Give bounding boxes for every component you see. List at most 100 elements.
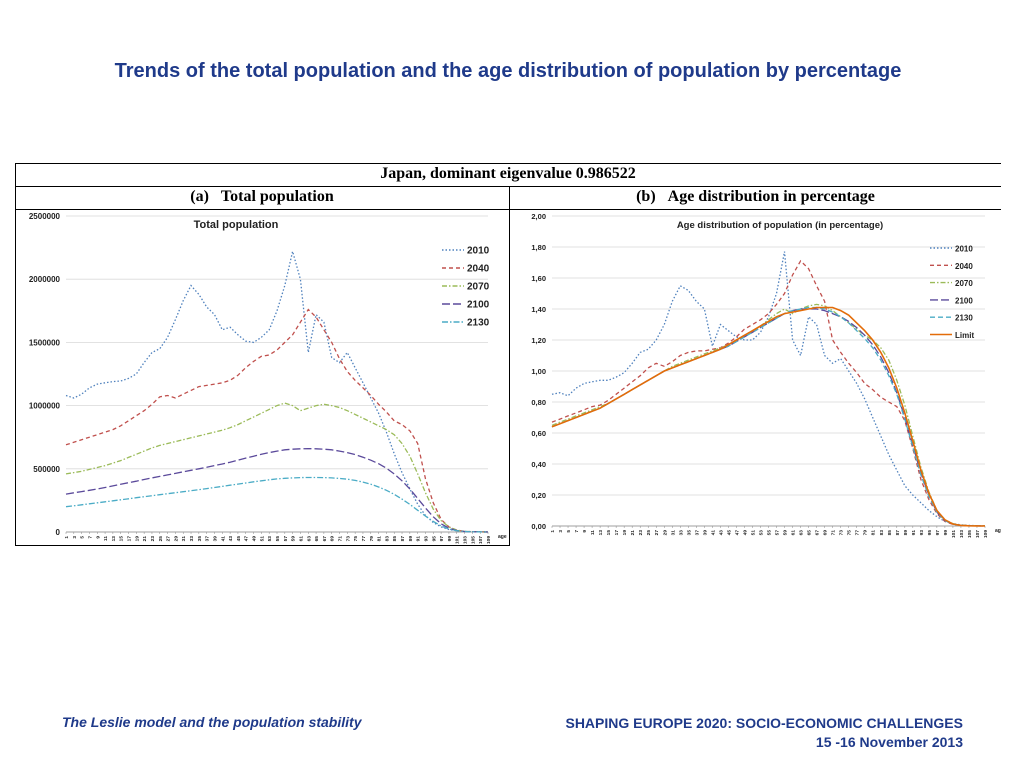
footer-conference: SHAPING EUROPE 2020: SOCIO-ECONOMIC CHAL… xyxy=(565,715,963,731)
x-tick-label: 15 xyxy=(119,536,125,542)
age-distribution-chart: 0,00 0,20 0,40 0,60 0,80 1,00 1,20 1,40 1,60 1,80… xyxy=(531,212,1003,538)
x-tick-label: 43 xyxy=(228,536,234,542)
x-tick-label: 71 xyxy=(338,536,344,542)
legend-label: 2100 xyxy=(467,300,490,311)
x-tick-label: 89 xyxy=(408,536,414,542)
x-tick-label: 69 xyxy=(823,530,829,536)
series-line-2010 xyxy=(551,251,986,527)
x-tick-label: 31 xyxy=(181,536,187,542)
y-tick-label: 1500000 xyxy=(29,338,61,347)
legend-label: 2130 xyxy=(955,314,973,323)
x-tick-label: 17 xyxy=(614,530,620,536)
x-tick-label: 7 xyxy=(574,530,580,533)
x-tick-label: 107 xyxy=(478,536,484,544)
x-tick-label: 103 xyxy=(463,536,469,544)
x-tick-label: 73 xyxy=(345,536,351,542)
x-tick-label: 65 xyxy=(807,530,813,536)
footer-date: 15 -16 November 2013 xyxy=(815,734,963,750)
series-line-2070 xyxy=(551,303,986,527)
y-tick-label: 0,40 xyxy=(531,460,546,469)
chart-title: Total population xyxy=(194,219,279,231)
x-tick-label: 29 xyxy=(662,530,668,536)
x-tick-label: 75 xyxy=(353,536,359,542)
x-axis-label: age xyxy=(498,534,507,540)
y-tick-label: 1,00 xyxy=(531,367,546,376)
y-tick-label: 1,80 xyxy=(531,243,546,252)
x-tick-label: 109 xyxy=(983,530,989,538)
x-tick-label: 21 xyxy=(630,530,636,536)
x-tick-label: 41 xyxy=(710,530,716,536)
x-tick-label: 27 xyxy=(654,530,660,536)
x-tick-label: 97 xyxy=(439,536,445,542)
x-tick-label: 47 xyxy=(734,530,740,536)
y-tick-label: 0,20 xyxy=(531,491,546,500)
x-tick-label: 15 xyxy=(606,530,612,536)
x-tick-label: 101 xyxy=(455,536,461,544)
x-tick-label: 63 xyxy=(306,536,312,542)
table-bottom-rule xyxy=(15,545,510,546)
x-tick-label: 87 xyxy=(400,536,406,542)
x-tick-label: 47 xyxy=(244,536,250,542)
x-tick-label: 49 xyxy=(252,536,258,542)
x-tick-label: 35 xyxy=(197,536,203,542)
x-tick-label: 11 xyxy=(103,536,109,541)
series-line-2130 xyxy=(65,476,489,533)
x-tick-label: 3 xyxy=(72,536,78,539)
x-tick-label: 109 xyxy=(486,536,492,544)
table-middle-rule xyxy=(509,186,510,546)
x-tick-label: 23 xyxy=(150,536,156,542)
y-tick-label: 1,40 xyxy=(531,305,546,314)
x-tick-label: 25 xyxy=(646,530,652,536)
table-left-rule xyxy=(15,163,16,546)
x-tick-label: 95 xyxy=(927,530,933,536)
legend-label: 2100 xyxy=(955,296,973,305)
x-tick-label: 31 xyxy=(670,530,676,536)
x-tick-label: 99 xyxy=(943,530,949,536)
x-tick-label: 25 xyxy=(158,536,164,542)
x-tick-label: 37 xyxy=(694,530,700,536)
table-header: Japan, dominant eigenvalue 0.986522 xyxy=(380,165,636,182)
y-tick-label: 2500000 xyxy=(29,212,61,221)
x-tick-label: 69 xyxy=(330,536,336,542)
x-tick-label: 1 xyxy=(64,536,70,539)
x-tick-label: 101 xyxy=(951,530,957,538)
x-tick-label: 63 xyxy=(799,530,805,536)
slide-title: Trends of the total population and the a… xyxy=(114,60,902,82)
legend-label: Limit xyxy=(955,331,974,340)
y-tick-label: 0,00 xyxy=(531,522,546,531)
x-tick-label: 45 xyxy=(726,530,732,536)
x-tick-label: 55 xyxy=(767,530,773,536)
x-tick-label: 51 xyxy=(750,530,756,536)
y-tick-label: 1000000 xyxy=(29,402,61,411)
footer-left: The Leslie model and the population stab… xyxy=(62,714,362,730)
x-tick-label: 21 xyxy=(142,536,148,542)
x-tick-label: 65 xyxy=(314,536,320,542)
x-tick-label: 59 xyxy=(291,536,297,542)
table-subheader-rule xyxy=(15,209,1001,210)
series-line-2100 xyxy=(65,447,489,533)
x-tick-label: 91 xyxy=(416,536,422,542)
y-tick-label: 500000 xyxy=(33,465,60,474)
x-tick-label: 79 xyxy=(863,530,869,536)
x-tick-label: 33 xyxy=(678,530,684,536)
x-tick-label: 1 xyxy=(550,530,556,533)
x-tick-label: 75 xyxy=(847,530,853,536)
panel-age-distribution: 0,00 0,20 0,40 0,60 0,80 1,00 1,20 1,40 1,60 1,80… xyxy=(510,210,1003,546)
x-tick-label: 45 xyxy=(236,536,242,542)
x-tick-label: 43 xyxy=(718,530,724,536)
x-tick-label: 53 xyxy=(267,536,273,542)
x-tick-label: 59 xyxy=(783,530,789,536)
x-tick-label: 87 xyxy=(895,530,901,536)
legend-label: 2070 xyxy=(467,282,490,293)
y-tick-label: 1,20 xyxy=(531,336,546,345)
x-tick-label: 89 xyxy=(903,530,909,536)
table-header-rule xyxy=(15,186,1001,187)
x-tick-label: 19 xyxy=(134,536,140,542)
x-tick-label: 49 xyxy=(742,530,748,536)
legend-label: 2010 xyxy=(955,245,973,254)
x-tick-label: 85 xyxy=(887,530,893,536)
series-line-2040 xyxy=(551,259,986,527)
x-tick-label: 29 xyxy=(173,536,179,542)
legend-label: 2010 xyxy=(467,246,490,257)
